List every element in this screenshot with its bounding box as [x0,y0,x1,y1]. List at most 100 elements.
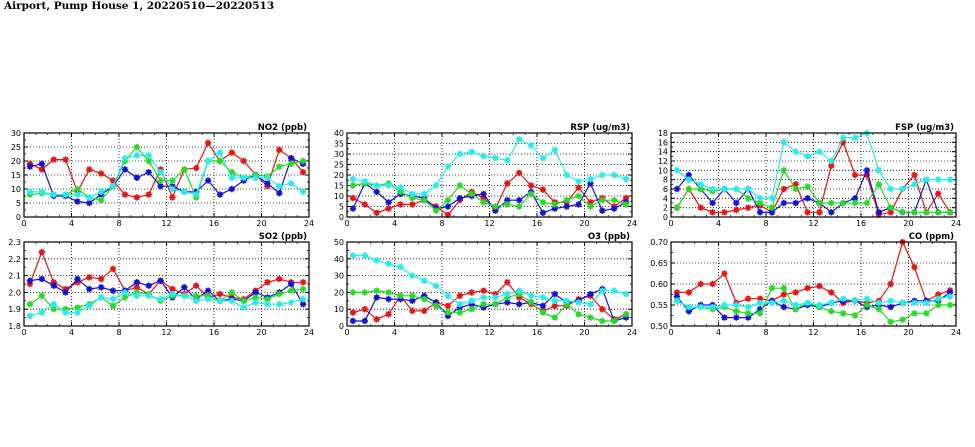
x-tick-label: 24 [304,328,314,337]
data-point-green [515,203,523,210]
data-point-blue [420,292,428,299]
data-point-red [240,157,247,165]
data-point-red [456,292,464,299]
chart-panel-5: 0.50 0.55 0.60 0.65 0.70 0 4 8 12 16 20 24 CO (ppm) [650,232,961,337]
data-point-red [504,180,511,187]
x-tick-label: 24 [951,219,961,228]
data-point-green [397,188,404,195]
data-point-blue [97,284,105,291]
data-point-blue [86,285,93,293]
y-tick-label: 0.50 [650,322,668,331]
x-tick-label: 24 [951,328,961,337]
x-tick-label: 16 [856,219,866,228]
data-point-blue [673,185,681,193]
data-point-green [109,302,117,310]
data-point-green [780,285,788,292]
data-point-blue [709,199,716,207]
data-point-green [252,294,259,301]
data-point-green [828,199,835,207]
data-point-cyan [551,146,559,153]
data-point-cyan [192,297,200,304]
data-point-cyan [911,299,918,307]
data-point-cyan [420,190,428,198]
data-point-red [192,282,200,289]
data-point-cyan [934,176,942,183]
data-point-red [204,139,212,146]
data-point-cyan [169,185,176,193]
data-point-green [946,209,954,216]
data-point-red [216,290,224,298]
data-point-cyan [252,174,259,181]
data-point-red [38,248,46,256]
x-tick-label: 12 [484,328,494,337]
data-point-cyan [456,150,464,158]
data-point-blue [385,199,392,206]
data-point-cyan [599,171,606,179]
data-point-cyan [74,309,81,316]
data-point-cyan [74,191,81,198]
data-point-red [887,280,894,288]
data-point-cyan [816,301,823,309]
data-point-green [744,195,752,202]
y-tick-label: 0.65 [650,259,668,268]
data-point-cyan [349,176,357,183]
data-point-green [768,204,776,211]
data-point-red [86,274,93,281]
data-point-green [563,300,570,308]
series-line-cyan [29,291,304,317]
data-point-cyan [468,148,475,156]
y-tick-label: 15 [11,171,21,180]
y-tick-label: 12 [658,157,668,166]
data-point-green [409,194,416,202]
x-tick-label: 20 [256,219,266,228]
data-point-cyan [768,195,776,202]
data-point-green [587,203,594,210]
data-point-green [456,309,464,316]
data-point-green [527,299,535,306]
data-point-green [839,199,847,207]
data-point-red [934,190,942,197]
data-point-green [816,199,823,207]
data-point-green [409,292,416,299]
data-point-cyan [145,152,152,159]
data-point-blue [228,185,236,193]
plot-frame [670,241,957,327]
data-point-green [551,314,559,321]
y-tick-label: 0 [16,213,21,222]
data-point-cyan [121,289,129,296]
data-point-cyan [264,174,271,181]
data-point-cyan [899,185,906,193]
x-tick-label: 0 [21,219,26,228]
x-tick-label: 16 [856,328,866,337]
x-tick-label: 4 [392,219,397,228]
x-tick-label: 24 [304,219,314,228]
data-point-green [385,289,392,296]
data-point-green [192,292,200,299]
data-point-red [527,182,535,189]
data-point-green [181,166,188,173]
data-point-green [697,185,704,193]
data-point-blue [563,203,570,210]
data-point-green [74,185,81,193]
data-point-cyan [264,300,271,308]
data-point-red [97,275,105,283]
data-point-cyan [373,182,380,189]
data-point-red [361,201,369,208]
data-point-red [551,302,559,310]
data-point-cyan [361,252,369,259]
data-point-cyan [515,136,523,143]
data-point-cyan [204,295,212,303]
data-point-cyan [492,155,499,162]
data-point-blue [851,195,859,202]
data-point-red [697,280,704,288]
data-point-green [622,201,630,208]
data-point-red [828,162,835,169]
data-point-red [587,199,594,206]
chart-panel-4: 0 10 20 30 40 50 0 4 8 12 16 20 24 O3 (ppb) [334,232,637,337]
data-point-red [721,270,728,277]
chart-title: CO (ppm) [909,232,954,242]
data-point-green [911,209,918,216]
data-point-red [86,166,93,173]
data-point-blue [444,203,452,210]
